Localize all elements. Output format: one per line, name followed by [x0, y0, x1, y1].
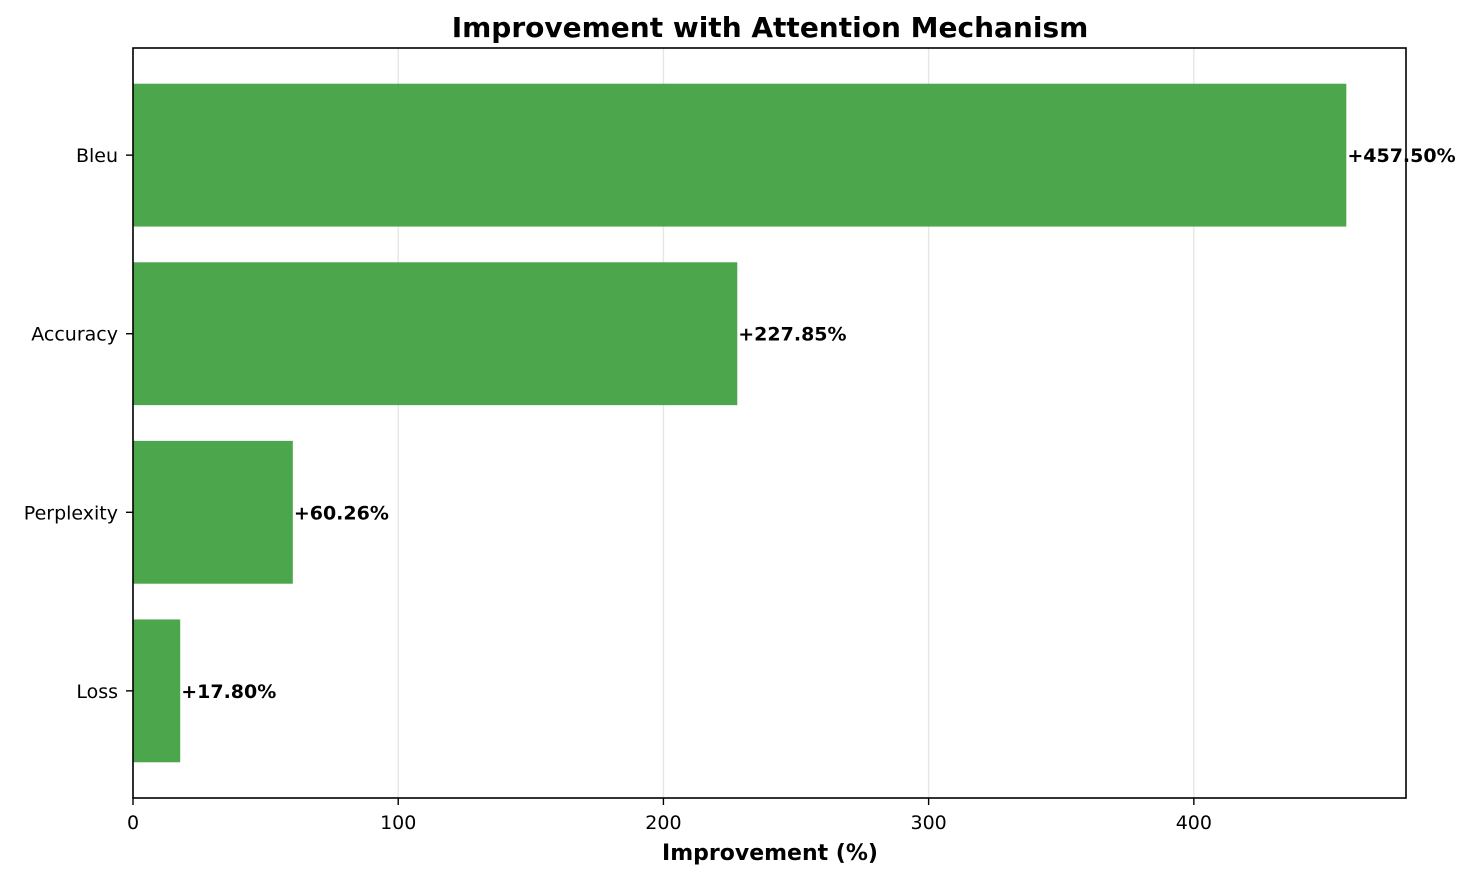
- data-label-perplexity: +60.26%: [294, 502, 389, 524]
- y-tick-label-loss: Loss: [76, 681, 118, 703]
- chart-title: Improvement with Attention Mechanism: [452, 11, 1089, 44]
- x-tick-label: 300: [910, 812, 946, 834]
- data-label-loss: +17.80%: [181, 681, 276, 703]
- plot-frame: [132, 47, 1407, 799]
- data-label-accuracy: +227.85%: [738, 324, 846, 346]
- bar-accuracy: [133, 262, 738, 406]
- bar-bleu: [133, 83, 1347, 227]
- bar-loss: [133, 619, 181, 763]
- x-tick-label: 200: [645, 812, 681, 834]
- bars-layer: [133, 83, 1347, 763]
- data-label-bleu: +457.50%: [1347, 145, 1455, 167]
- ticks-layer: 0 100 200 300 400 Loss Perplexity Accuracy Bleu: [24, 145, 1212, 834]
- x-tick-label: 400: [1176, 812, 1212, 834]
- data-labels-layer: +17.80% +60.26% +227.85% +457.50%: [181, 145, 1455, 703]
- y-tick-label-perplexity: Perplexity: [24, 502, 118, 524]
- bar-perplexity: [133, 440, 293, 584]
- x-tick-label: 100: [380, 812, 416, 834]
- x-tick-label: 0: [127, 812, 139, 834]
- y-tick-label-accuracy: Accuracy: [31, 324, 118, 346]
- y-tick-label-bleu: Bleu: [76, 145, 118, 167]
- x-axis-label: Improvement (%): [662, 841, 878, 866]
